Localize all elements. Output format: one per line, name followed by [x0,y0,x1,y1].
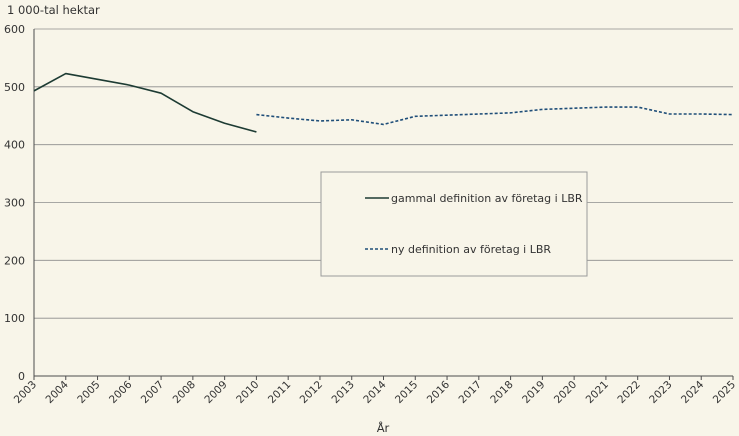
x-tick-label-2006: 2006 [107,378,135,406]
x-tick-label-2021: 2021 [584,379,611,406]
x-tick-label-2013: 2013 [329,379,356,406]
x-tick-label-2017: 2017 [457,379,484,406]
y-tick-label-300: 300 [4,197,25,210]
x-tick-label-2023: 2023 [647,379,674,406]
x-axis-title: År [377,420,390,435]
x-tick-label-2008: 2008 [171,379,198,406]
series-line-new-definition [256,106,734,126]
x-tick-label-2015: 2015 [393,379,420,406]
y-tick-label-0: 0 [18,370,25,383]
legend-box [320,171,588,277]
x-tick-label-2019: 2019 [520,379,547,406]
x-tick-label-2011: 2011 [266,379,293,406]
y-tick-label-400: 400 [4,139,25,152]
legend-label-new: ny definition av företag i LBR [391,243,551,256]
series-line-old-definition [33,72,257,133]
x-tick-label-2022: 2022 [615,379,642,406]
x-tick-label-2005: 2005 [75,379,102,406]
y-tick-label-100: 100 [4,312,25,325]
legend: gammal definition av företag i LBR ny de… [320,171,588,277]
x-tick-label-2014: 2014 [361,378,389,406]
x-tick-label-2007: 2007 [139,379,166,406]
legend-label-old: gammal definition av företag i LBR [391,192,583,205]
x-tick-label-2018: 2018 [488,379,515,406]
x-tick-label-2016: 2016 [425,378,453,406]
x-tick-label-2025: 2025 [711,379,738,406]
y-tick-label-500: 500 [4,81,25,94]
x-tick-label-2003: 2003 [12,379,39,406]
x-tick-label-2012: 2012 [298,379,325,406]
y-tick-label-600: 600 [4,23,25,36]
series-lines [33,72,734,133]
y-tick-label-200: 200 [4,254,25,267]
x-tick-label-2004: 2004 [44,378,72,406]
y-axis-title: 1 000-tal hektar [7,3,100,17]
x-tick-label-2010: 2010 [234,379,261,406]
x-tick-label-2024: 2024 [679,378,707,406]
x-tick-label-2020: 2020 [552,379,579,406]
x-tick-label-2009: 2009 [202,379,229,406]
